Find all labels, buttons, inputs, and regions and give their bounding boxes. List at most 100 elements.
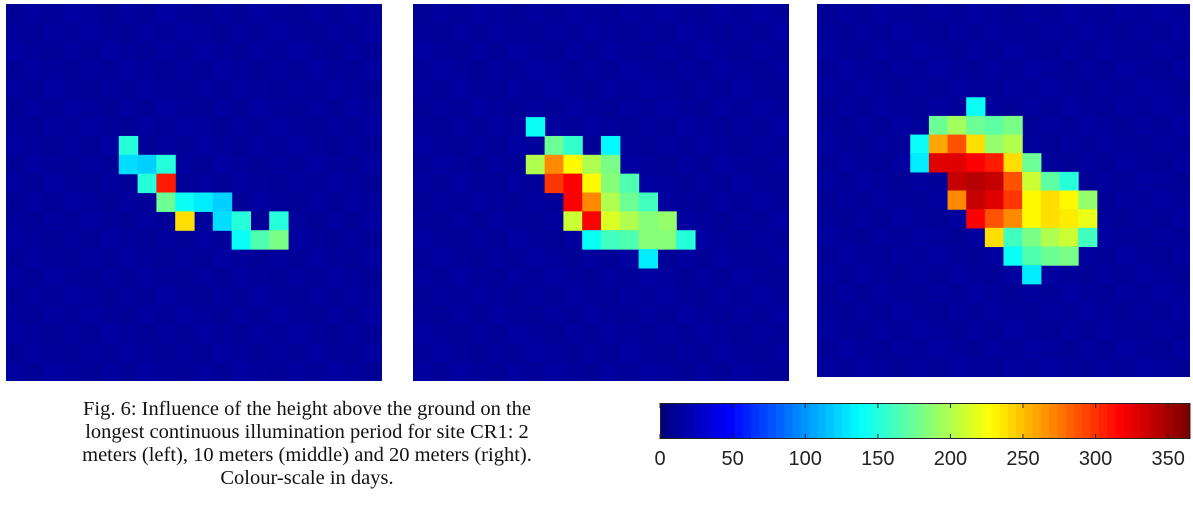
heatmap-background-cell xyxy=(1040,97,1061,117)
heatmap-background-cell xyxy=(231,343,251,363)
heatmap-background-cell xyxy=(582,41,602,62)
heatmap-background-cell xyxy=(156,22,176,43)
heatmap-background-cell xyxy=(363,173,382,194)
heatmap-background-cell xyxy=(563,22,583,43)
colorbar-segment xyxy=(1074,403,1083,439)
heatmap-background-cell xyxy=(1096,209,1116,229)
heatmap-background-cell xyxy=(1134,339,1154,359)
heatmap-background-cell xyxy=(413,211,433,231)
heatmap-background-cell xyxy=(488,135,508,156)
heatmap-background-cell xyxy=(488,211,508,231)
heatmap-background-cell xyxy=(269,41,289,62)
colorbar-tick-label: 50 xyxy=(721,448,744,470)
heatmap-background-cell xyxy=(1059,4,1079,24)
heatmap-background-cell xyxy=(306,41,327,62)
heatmap-background-cell xyxy=(1171,22,1190,42)
heatmap-background-cell xyxy=(657,60,677,80)
heatmap-background-cell xyxy=(250,98,270,118)
heatmap-background-cell xyxy=(1059,59,1079,80)
heatmap-background-cell xyxy=(1115,302,1135,322)
heatmap-background-cell xyxy=(770,286,789,307)
heatmap-background-cell xyxy=(231,154,251,175)
heatmap-background-cell xyxy=(1022,97,1042,117)
heatmap-background-cell xyxy=(835,209,855,229)
heatmap-background-cell xyxy=(363,305,382,326)
heatmap-background-cell xyxy=(1096,227,1116,248)
heatmap-background-cell xyxy=(1115,115,1135,136)
heatmap-background-cell xyxy=(1022,283,1042,303)
heatmap-background-cell xyxy=(431,343,452,363)
heatmap-background-cell xyxy=(910,339,930,359)
heatmap-background-cell xyxy=(175,267,195,288)
heatmap-background-cell xyxy=(62,230,82,250)
heatmap-cell xyxy=(1003,171,1023,192)
heatmap-background-cell xyxy=(469,173,489,194)
heatmap-background-cell xyxy=(695,286,715,307)
heatmap-background-cell xyxy=(212,117,233,137)
heatmap-background-cell xyxy=(488,192,508,212)
heatmap-background-cell xyxy=(175,324,195,344)
heatmap-background-cell xyxy=(1003,22,1023,42)
heatmap-background-cell xyxy=(1003,283,1023,303)
heatmap-background-cell xyxy=(713,230,734,250)
heatmap-background-cell xyxy=(288,154,308,175)
heatmap-background-cell xyxy=(854,209,874,229)
heatmap-cell xyxy=(1040,171,1061,192)
heatmap-background-cell xyxy=(62,60,82,80)
heatmap-background-cell xyxy=(344,79,364,99)
heatmap-background-cell xyxy=(62,343,82,363)
heatmap-background-cell xyxy=(175,173,195,194)
heatmap-cell xyxy=(601,211,621,231)
heatmap-background-cell xyxy=(854,97,874,117)
heatmap-background-cell xyxy=(194,135,214,156)
heatmap-cell xyxy=(1040,227,1061,248)
heatmap-background-cell xyxy=(288,324,308,344)
heatmap-background-cell xyxy=(269,4,289,24)
heatmap-background-cell xyxy=(1059,339,1079,359)
heatmap-cell xyxy=(582,173,602,194)
heatmap-background-cell xyxy=(928,227,949,248)
heatmap-background-cell xyxy=(676,324,696,344)
heatmap-background-cell xyxy=(732,60,752,80)
heatmap-background-cell xyxy=(1152,246,1172,266)
heatmap-background-cell xyxy=(1115,265,1135,285)
heatmap-background-cell xyxy=(1171,227,1190,248)
heatmap-background-cell xyxy=(469,154,489,175)
heatmap-background-cell xyxy=(657,362,677,381)
heatmap-background-cell xyxy=(156,286,176,307)
heatmap-background-cell xyxy=(269,324,289,344)
heatmap-cell xyxy=(212,211,233,231)
heatmap-background-cell xyxy=(413,22,433,43)
heatmap-background-cell xyxy=(695,41,715,62)
heatmap-background-cell xyxy=(619,324,640,344)
colorbar-segment xyxy=(867,403,876,439)
heatmap-background-cell xyxy=(891,97,911,117)
heatmap-background-cell xyxy=(695,135,715,156)
heatmap-background-cell xyxy=(676,135,696,156)
heatmap-background-cell xyxy=(231,98,251,118)
heatmap-background-cell xyxy=(525,305,546,326)
heatmap-background-cell xyxy=(601,324,621,344)
heatmap-background-cell xyxy=(751,362,771,381)
heatmap-background-cell xyxy=(910,227,930,248)
heatmap-cell xyxy=(137,154,157,175)
heatmap-cell xyxy=(657,230,677,250)
colorbar-segment xyxy=(949,403,959,439)
heatmap-background-cell xyxy=(1078,339,1098,359)
heatmap-background-cell xyxy=(306,4,327,24)
heatmap-background-cell xyxy=(713,305,734,326)
heatmap-background-cell xyxy=(872,97,893,117)
heatmap-background-cell xyxy=(469,249,489,269)
heatmap-background-cell xyxy=(43,117,63,137)
heatmap-background-cell xyxy=(6,324,26,344)
heatmap-background-cell xyxy=(676,267,696,288)
heatmap-background-cell xyxy=(175,343,195,363)
heatmap-background-cell xyxy=(488,22,508,43)
heatmap-background-cell xyxy=(751,4,771,24)
heatmap-background-cell xyxy=(231,249,251,269)
heatmap-background-cell xyxy=(488,4,508,24)
heatmap-cell xyxy=(1078,209,1098,229)
heatmap-background-cell xyxy=(118,22,139,43)
heatmap-background-cell xyxy=(288,173,308,194)
heatmap-background-cell xyxy=(817,209,837,229)
